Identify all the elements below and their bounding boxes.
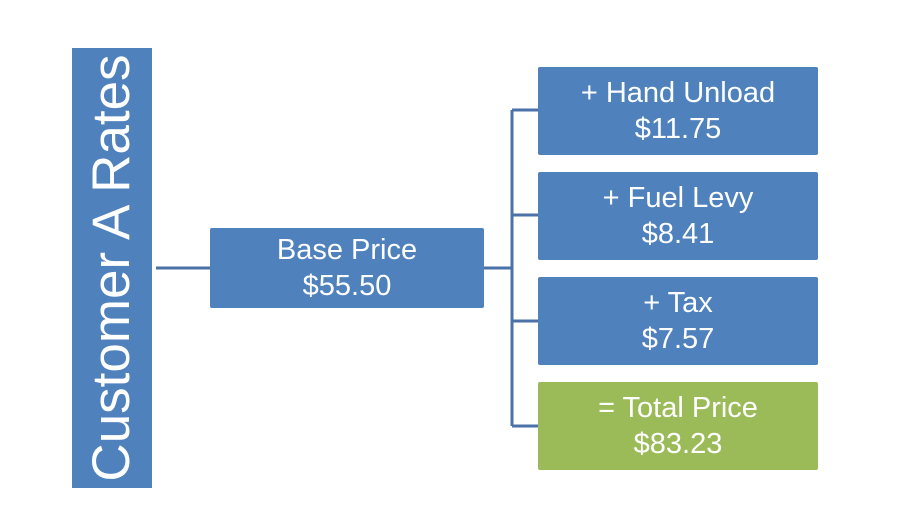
total-price-value: $83.23: [633, 428, 723, 460]
total-price-label: = Total Price: [598, 392, 758, 424]
tax-value: $7.57: [641, 323, 715, 355]
total-price-box: = Total Price $83.23: [538, 382, 818, 470]
base-price-value: $55.50: [302, 270, 392, 302]
tax-box: + Tax $7.57: [538, 277, 818, 365]
fuel-levy-box: + Fuel Levy $8.41: [538, 172, 818, 260]
hand-unload-value: $11.75: [634, 113, 722, 145]
fuel-levy-value: $8.41: [641, 218, 715, 250]
tax-label: + Tax: [643, 287, 713, 319]
hand-unload-box: + Hand Unload $11.75: [538, 67, 818, 155]
fuel-levy-label: + Fuel Levy: [602, 182, 754, 214]
customer-rates-title-box: Customer A Rates: [72, 48, 152, 488]
base-price-label: Base Price: [276, 234, 418, 266]
hand-unload-label: + Hand Unload: [580, 77, 776, 109]
base-price-box: Base Price $55.50: [210, 228, 484, 308]
customer-rates-title: Customer A Rates: [82, 54, 141, 482]
